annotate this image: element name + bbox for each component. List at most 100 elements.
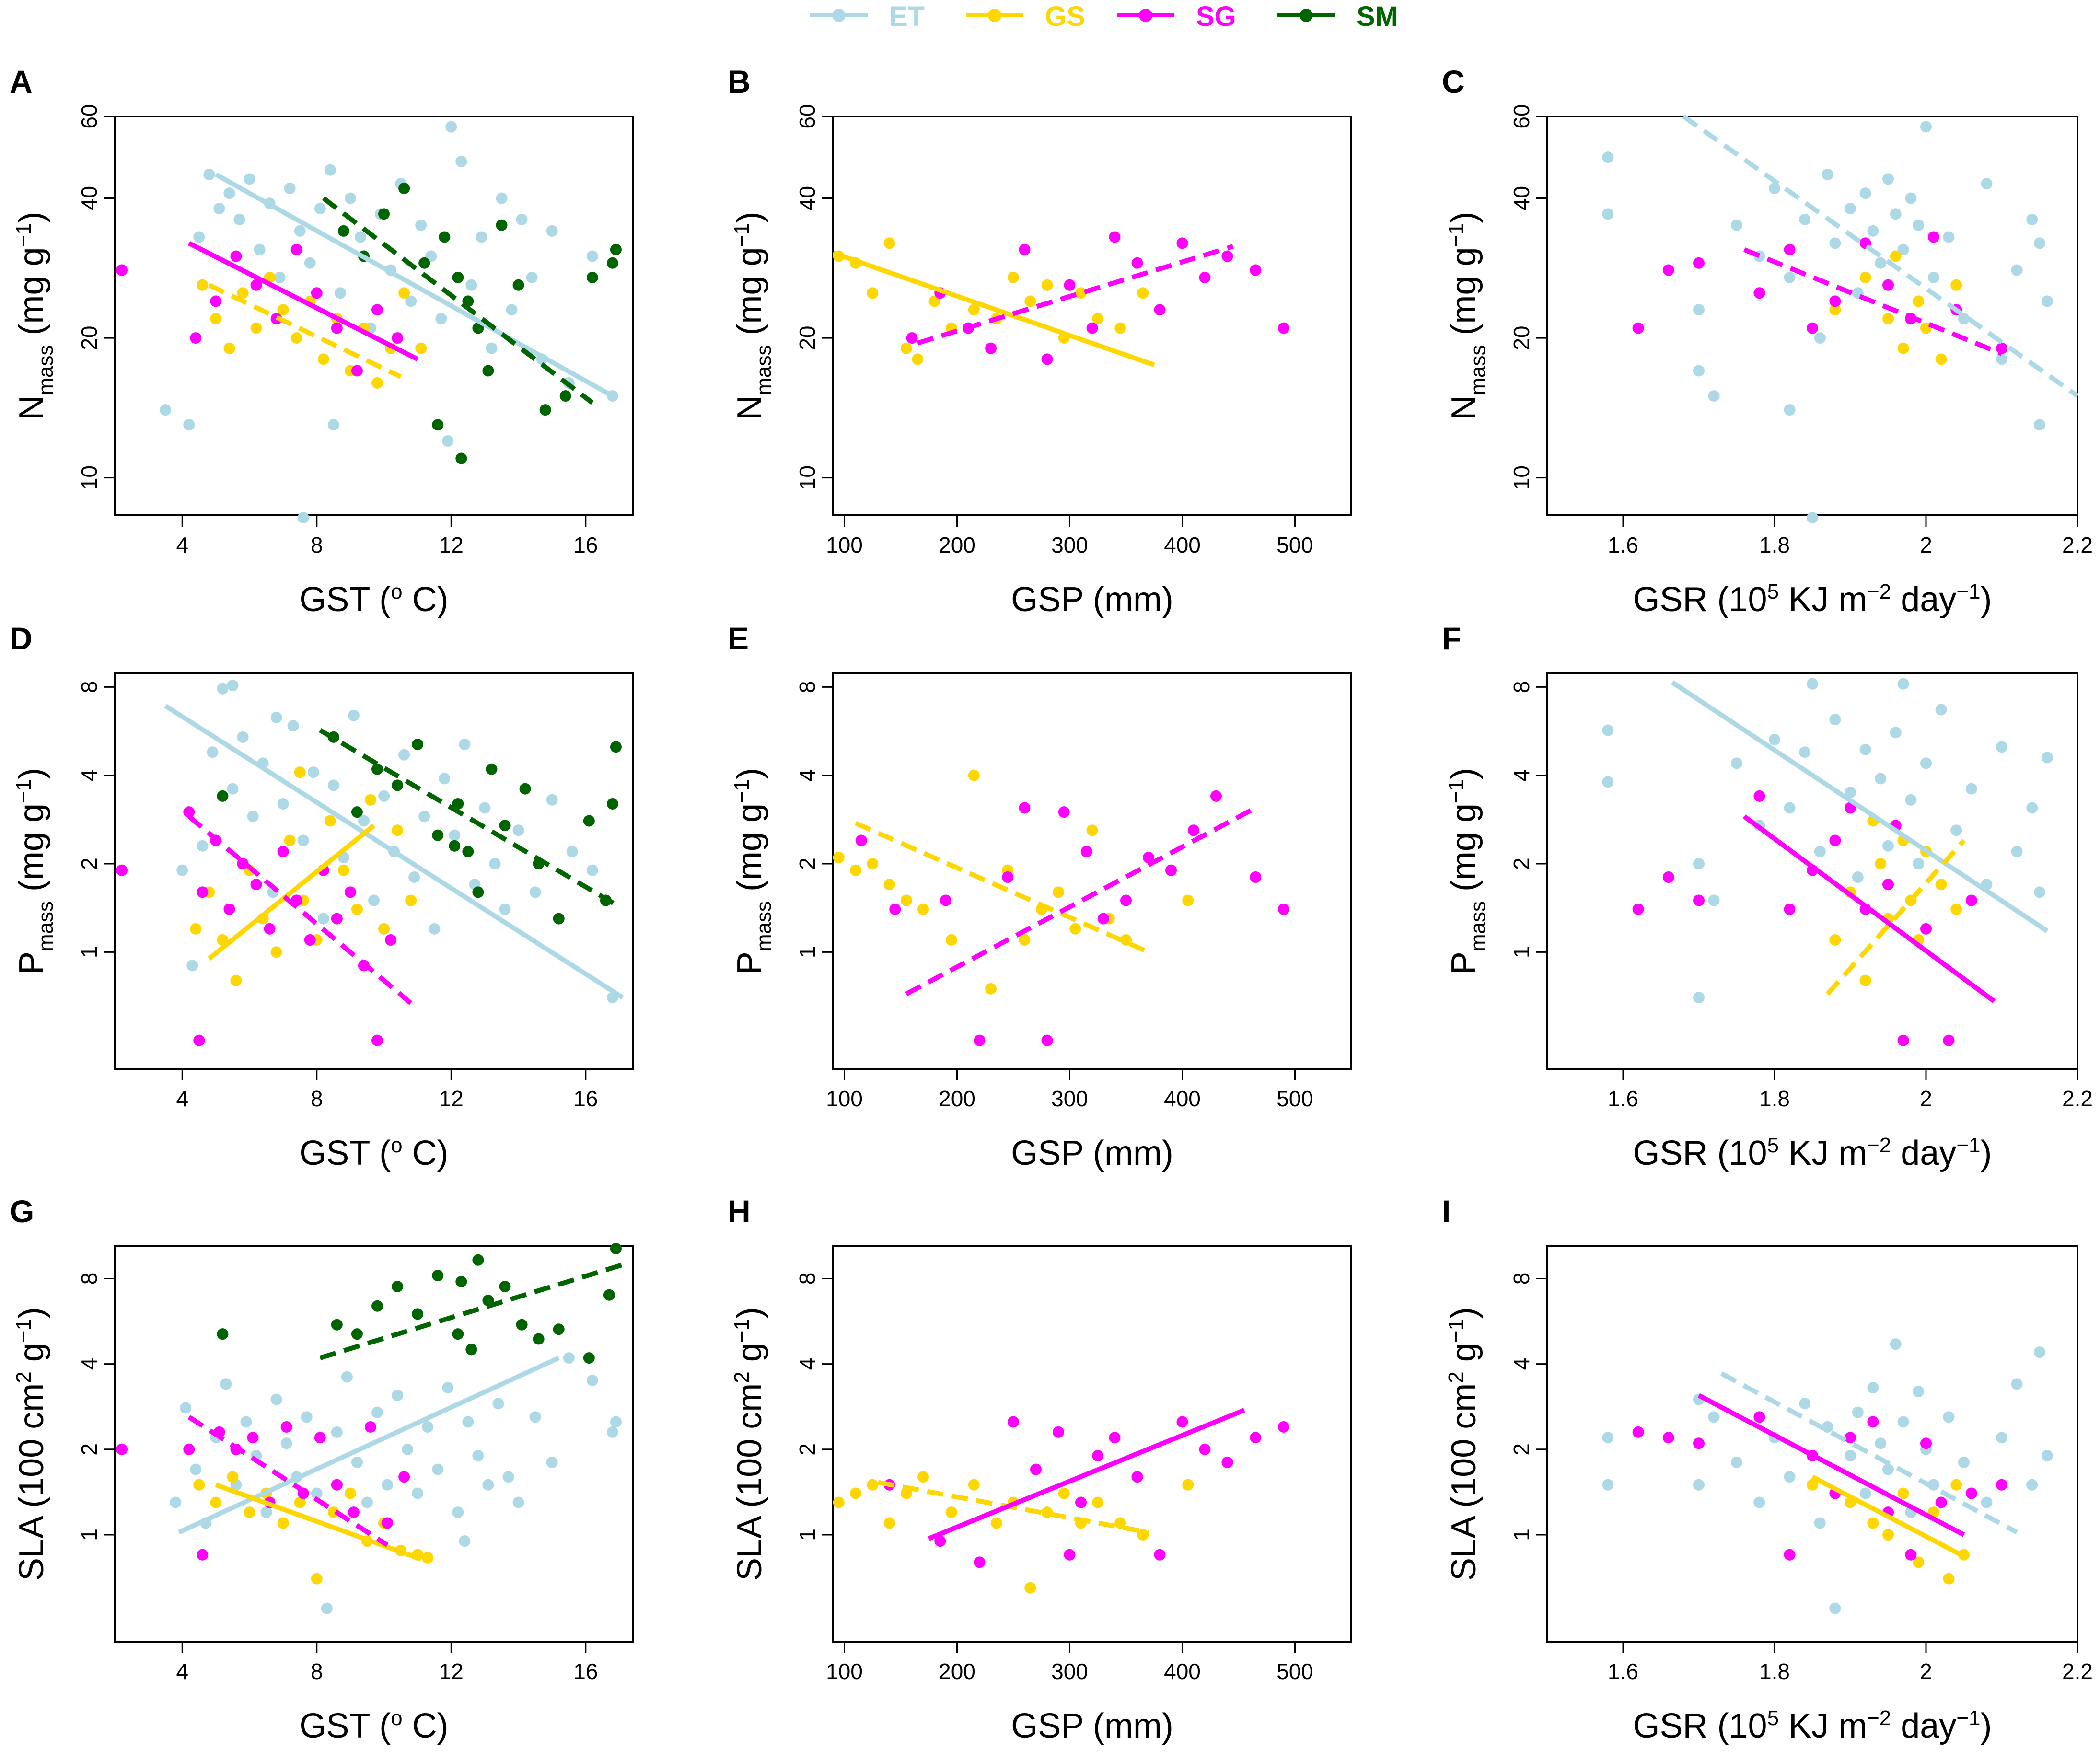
fit-line-gs — [215, 1483, 422, 1562]
x-tick-label-b: 200 — [939, 533, 975, 557]
point-et — [432, 1463, 444, 1475]
point-sm — [606, 257, 618, 269]
y-tick-label-d: 4 — [77, 769, 102, 782]
x-label-part: day — [1891, 1707, 1956, 1745]
point-et — [1693, 992, 1705, 1004]
point-et — [1867, 225, 1879, 237]
point-sg — [1753, 1411, 1765, 1423]
point-gs — [1092, 1496, 1104, 1508]
y-tick-label-a: 60 — [77, 104, 102, 128]
fit-line-sg — [928, 1408, 1245, 1541]
point-sm — [586, 271, 598, 283]
point-sg — [1278, 903, 1289, 915]
point-et — [476, 231, 487, 243]
point-sg — [197, 886, 209, 898]
y-tick-label-i: 4 — [1509, 1358, 1534, 1370]
fit-lines-g — [178, 1260, 630, 1562]
point-sm — [499, 820, 511, 832]
legend-item-sg: SG — [1117, 1, 1236, 32]
point-gs — [900, 342, 912, 354]
y-label-part: (mg g — [731, 803, 769, 901]
point-et — [311, 1487, 323, 1499]
point-sg — [1092, 1449, 1104, 1461]
fit-line-et — [1720, 1371, 2018, 1535]
y-label-part: ) — [731, 768, 769, 779]
point-sg — [116, 1443, 128, 1455]
point-sg — [1221, 1456, 1233, 1468]
point-et — [1859, 1487, 1871, 1499]
y-tick-label-c: 20 — [1509, 325, 1534, 350]
fit-line-gs — [854, 821, 1150, 954]
point-et — [435, 313, 447, 324]
y-tick-label-e: 8 — [795, 681, 820, 694]
fit-lines-h — [878, 1408, 1245, 1541]
point-sg — [1154, 304, 1166, 316]
x-tick-label-c: 2 — [1920, 533, 1932, 557]
point-sg — [210, 295, 222, 307]
point-gs — [1950, 903, 1962, 915]
point-et — [270, 1393, 282, 1405]
point-sm — [462, 846, 474, 857]
fit-line-et — [164, 704, 624, 1000]
point-sg — [1120, 894, 1132, 906]
fit-lines-c — [1682, 114, 2079, 398]
fit-line-gs — [1825, 839, 1966, 996]
point-gs — [210, 313, 222, 324]
point-sm — [432, 1270, 444, 1282]
point-sm — [499, 1281, 511, 1293]
point-sg — [1058, 806, 1070, 818]
point-sg — [985, 342, 997, 354]
x-label-part: GSP (mm) — [1011, 1707, 1173, 1745]
point-et — [422, 1421, 434, 1433]
point-et — [405, 295, 417, 307]
point-et — [529, 886, 541, 898]
fit-line-sg — [905, 806, 1257, 996]
point-gs — [210, 1496, 222, 1508]
x-tick-label-g: 4 — [176, 1659, 188, 1684]
y-label-part: g — [1445, 1343, 1483, 1371]
point-et — [227, 680, 239, 692]
fit-lines-f — [1671, 680, 2049, 1003]
point-sm — [465, 1344, 477, 1356]
point-sg — [1807, 322, 1818, 334]
point-sg — [1867, 1416, 1879, 1428]
x-label-part: ) — [1981, 1707, 1992, 1745]
point-sm — [610, 243, 622, 255]
point-et — [307, 766, 319, 778]
fit-line-et — [1671, 680, 2049, 933]
y-tick-label-c: 60 — [1509, 104, 1534, 128]
point-et — [472, 1449, 484, 1461]
y-tick-label-g: 2 — [77, 1443, 102, 1456]
point-sg — [1632, 1426, 1644, 1438]
y-label-superscript: −1 — [1444, 779, 1468, 803]
point-sg — [190, 332, 202, 344]
y-label-superscript: 2 — [1444, 1371, 1468, 1383]
point-sm — [351, 806, 363, 818]
point-et — [1769, 733, 1780, 745]
point-gs — [398, 287, 410, 299]
point-et — [344, 192, 356, 204]
point-et — [280, 1437, 292, 1449]
point-sm — [603, 1289, 615, 1301]
point-sm — [496, 219, 508, 231]
point-gs — [277, 304, 289, 316]
point-sg — [116, 264, 128, 276]
point-et — [193, 231, 205, 243]
point-sg — [1154, 1549, 1166, 1561]
point-sg — [974, 1034, 986, 1046]
x-tick-label-i: 1.8 — [1759, 1659, 1790, 1684]
point-et — [1799, 1398, 1811, 1410]
point-et — [1845, 1449, 1856, 1461]
x-label-part: GSP (mm) — [1011, 580, 1173, 619]
point-sg — [247, 1432, 259, 1444]
point-sg — [1086, 322, 1098, 334]
point-sg — [183, 806, 195, 818]
point-sg — [197, 1549, 209, 1561]
point-et — [186, 960, 198, 972]
x-label-part: GSR (10 — [1633, 580, 1767, 619]
fit-line-gs — [832, 250, 1155, 367]
point-sg — [344, 886, 356, 898]
point-et — [506, 304, 518, 316]
point-et — [1784, 404, 1796, 416]
point-et — [1814, 846, 1826, 857]
